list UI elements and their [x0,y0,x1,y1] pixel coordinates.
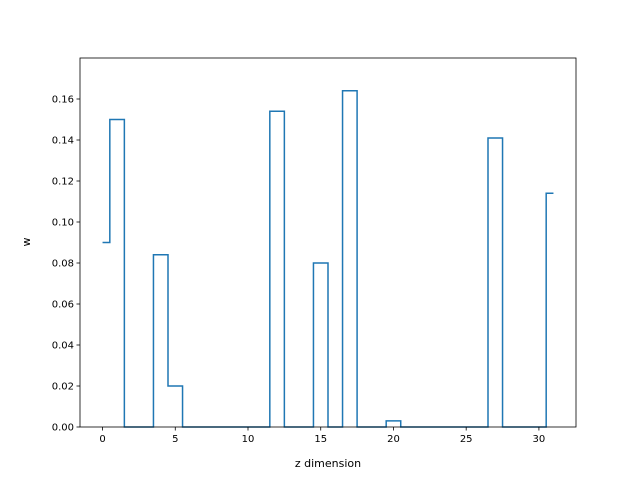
x-tick-label: 5 [172,434,178,445]
y-tick-label: 0.06 [52,300,74,311]
y-tick-label: 0.00 [52,423,74,434]
y-tick-label: 0.14 [52,136,74,147]
x-tick-label: 20 [387,434,400,445]
y-tick-label: 0.16 [52,95,74,106]
x-tick-label: 0 [99,434,105,445]
y-tick-label: 0.10 [52,218,74,229]
y-tick-label: 0.12 [52,177,74,188]
x-tick-label: 30 [533,434,546,445]
x-tick-label: 15 [314,434,327,445]
axes-frame [79,57,577,428]
y-tick-label: 0.02 [52,382,74,393]
y-tick-label: 0.04 [52,341,74,352]
x-axis-label: z dimension [295,457,361,470]
y-axis: 0.00 0.02 0.04 0.06 0.08 0.10 0.12 0.14 0.16 [52,95,80,434]
x-tick-label: 25 [460,434,473,445]
plot-area [79,57,577,428]
y-axis-label: w [20,238,33,247]
x-tick-label: 10 [242,434,255,445]
y-tick-label: 0.08 [52,259,74,270]
x-axis: 0 5 10 15 20 25 30 [99,427,545,445]
